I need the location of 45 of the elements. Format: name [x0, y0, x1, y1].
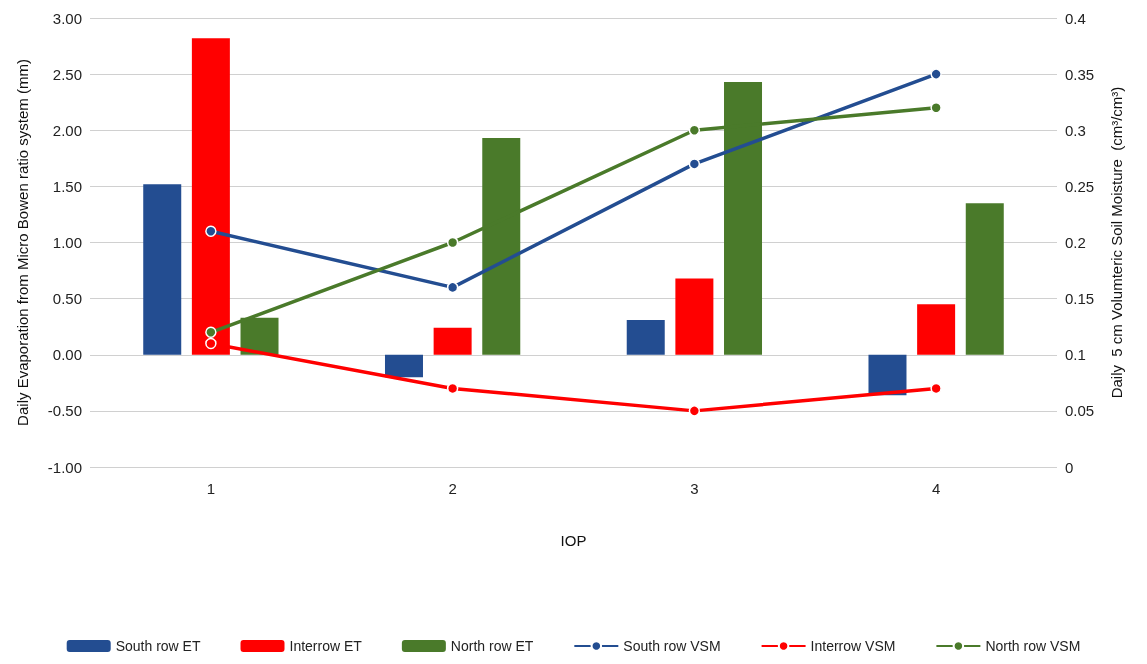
y-tick-label: 0.00: [52, 346, 82, 364]
x-axis-title: IOP: [560, 532, 587, 549]
point: [930, 68, 942, 80]
y-tick-label: 3.00: [52, 9, 82, 27]
point: [688, 405, 701, 417]
x-tick-label: 1: [206, 480, 216, 497]
point: [205, 337, 217, 350]
point: [205, 326, 217, 339]
x-tick-label: 4: [931, 480, 941, 497]
y-tick-label: -1.00: [47, 458, 82, 476]
bar: [868, 354, 907, 396]
y2-tick-label: 0.35: [1065, 65, 1095, 83]
y-tick-label: 1.50: [52, 177, 82, 195]
bar: [626, 319, 665, 355]
y2-tick-label: 0.2: [1065, 234, 1086, 251]
y2-tick-label: 0.05: [1065, 402, 1095, 420]
y2-tick-label: 0.25: [1065, 177, 1095, 195]
x-tick-label: 2: [448, 480, 457, 497]
bar: [384, 354, 423, 378]
legend-label: South row ET: [115, 638, 201, 654]
y-tick-label: 2.00: [52, 121, 82, 139]
legend-label: North row ET: [450, 638, 534, 654]
y2-axis-title: Daily 5 cm Volumteric Soil Moisture (cm³/cm³): [1108, 86, 1125, 399]
point: [205, 225, 217, 238]
legend-label: Interrow VSM: [810, 638, 896, 654]
y-axis-title: Daily Evaporation from Micro Bowen ratio system (mm): [14, 59, 31, 426]
y-tick-label: 0.50: [52, 290, 82, 308]
bar: [143, 184, 182, 355]
point: [688, 158, 701, 170]
y-tick-label: 2.50: [52, 65, 82, 83]
legend-label: North row VSM: [985, 638, 1081, 654]
y2-tick-label: 0.4: [1065, 9, 1086, 27]
y2-tick-label: 0.15: [1065, 290, 1095, 308]
y2-tick-label: 0.1: [1065, 346, 1086, 364]
y-tick-label: -0.50: [47, 402, 82, 420]
legend-label: Interrow ET: [289, 638, 363, 654]
x-tick-label: 3: [690, 480, 699, 497]
bar: [965, 203, 1004, 355]
y2-tick-label: 0: [1065, 458, 1074, 476]
y2-tick-label: 0.3: [1065, 121, 1086, 139]
y-tick-label: 1.00: [52, 234, 82, 251]
legend-label: South row VSM: [623, 638, 721, 654]
bar: [917, 304, 956, 355]
bar: [675, 278, 714, 355]
bar: [433, 327, 472, 355]
